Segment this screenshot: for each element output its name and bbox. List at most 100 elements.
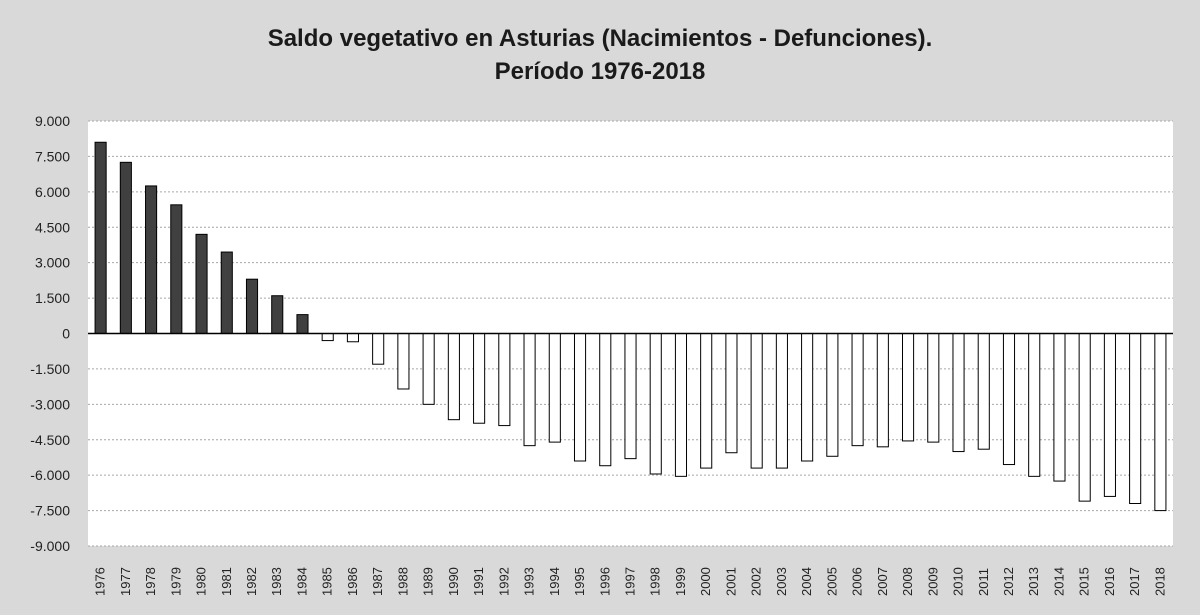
chart-title-block: Saldo vegetativo en Asturias (Nacimiento…	[0, 22, 1200, 88]
y-tick-label: 7.500	[35, 148, 70, 164]
x-tick-label: 1998	[648, 567, 663, 596]
bar-2008	[902, 333, 915, 442]
bar-2011	[977, 333, 990, 450]
bar-1979	[170, 204, 183, 334]
x-tick-label: 2017	[1127, 567, 1142, 596]
y-tick-label: -3.000	[30, 396, 70, 412]
bar-1988	[397, 333, 410, 390]
bar-2012	[1002, 333, 1016, 466]
bar-1997	[624, 333, 637, 460]
bar-2007	[876, 333, 889, 448]
x-tick-label: 1992	[496, 567, 511, 596]
x-axis-ticks: 1976 1977 1978 1979 1980 1981 1982 1983 1984 1985…	[93, 567, 1168, 596]
x-tick-label: 1994	[547, 567, 562, 596]
x-tick-label: 1988	[395, 567, 410, 596]
bar-2005	[826, 333, 839, 457]
bar-1995	[573, 333, 587, 462]
bar-2015	[1078, 333, 1091, 502]
x-tick-label: 2000	[698, 567, 713, 596]
x-tick-label: 1993	[522, 567, 537, 596]
x-tick-label: 2011	[976, 568, 991, 596]
bar-1992	[498, 333, 511, 427]
y-tick-label: -7.500	[30, 503, 70, 519]
bar-2009	[927, 333, 940, 443]
y-tick-label: -1.500	[30, 361, 70, 377]
x-tick-label: 2006	[850, 567, 865, 596]
bar-1998	[649, 333, 662, 475]
x-tick-label: 2010	[951, 567, 966, 596]
x-tick-label: 2005	[824, 567, 839, 596]
x-tick-label: 1984	[294, 567, 309, 596]
y-tick-label: 0	[62, 326, 70, 342]
bar-2013	[1028, 333, 1041, 477]
bar-1984	[296, 314, 309, 335]
bar-2002	[750, 333, 763, 469]
x-tick-label: 1983	[269, 567, 284, 596]
x-tick-label: 2009	[925, 567, 940, 596]
chart-title: Saldo vegetativo en Asturias (Nacimiento…	[267, 25, 933, 52]
x-tick-label: 1981	[219, 567, 234, 596]
bar-2003	[775, 333, 788, 469]
bar-2006	[851, 333, 864, 447]
x-tick-label: 1982	[244, 567, 259, 596]
x-tick-label: 2008	[900, 567, 915, 596]
bar-1994	[548, 333, 561, 443]
y-axis-ticks: 9.000 7.500 6.000 4.500 3.000 1.500 0 -1.500 -3.…	[30, 113, 70, 554]
bar-2000	[700, 333, 713, 469]
bars	[94, 141, 1167, 512]
bar-1993	[523, 333, 536, 447]
x-tick-label: 1995	[572, 567, 587, 596]
x-tick-label: 2002	[749, 567, 764, 596]
bar-2018	[1154, 333, 1167, 512]
bar-2001	[725, 333, 738, 454]
bar-1980	[195, 233, 208, 334]
y-tick-label: 1.500	[35, 290, 70, 306]
bar-1987	[372, 333, 385, 365]
bar-1977	[119, 161, 132, 334]
x-tick-label: 1997	[623, 567, 638, 596]
x-tick-label: 2014	[1051, 567, 1066, 596]
x-tick-label: 1980	[194, 567, 209, 596]
x-tick-label: 2003	[774, 567, 789, 596]
y-tick-label: -4.500	[30, 432, 70, 448]
x-tick-label: 1989	[421, 567, 436, 596]
x-tick-label: 1979	[168, 567, 183, 596]
x-tick-label: 2004	[799, 567, 814, 596]
bar-1985	[321, 333, 334, 342]
x-tick-label: 1996	[597, 567, 612, 596]
x-tick-label: 2015	[1077, 567, 1092, 596]
chart-subtitle: Período 1976-2018	[494, 58, 706, 85]
x-tick-label: 2018	[1152, 567, 1167, 596]
bar-1990	[447, 333, 460, 421]
x-tick-label: 1977	[118, 567, 133, 596]
x-tick-label: 1985	[320, 567, 335, 596]
x-tick-label: 2007	[875, 567, 890, 596]
x-tick-label: 2016	[1102, 567, 1117, 596]
x-tick-label: 1999	[673, 567, 688, 596]
x-tick-label: 1990	[446, 567, 461, 596]
bar-2004	[801, 333, 814, 462]
bar-1978	[145, 185, 158, 334]
x-tick-label: 1976	[93, 567, 108, 596]
x-tick-label: 1987	[370, 567, 385, 596]
bar-1981	[220, 251, 233, 335]
bar-2014	[1053, 333, 1066, 482]
y-tick-label: 4.500	[35, 219, 70, 235]
bar-1989	[422, 333, 435, 405]
bar-1986	[346, 333, 359, 343]
y-tick-label: 6.000	[35, 184, 70, 200]
x-tick-label: 1986	[345, 567, 360, 596]
bar-1982	[245, 278, 259, 335]
y-tick-label: -9.000	[30, 538, 70, 554]
x-tick-label: 2012	[1001, 567, 1016, 596]
bar-1983	[271, 295, 284, 335]
bar-2017	[1129, 333, 1142, 504]
y-tick-label: 9.000	[35, 113, 70, 129]
x-tick-label: 2013	[1026, 567, 1041, 596]
x-tick-label: 2001	[723, 567, 738, 596]
bar-1999	[674, 333, 688, 477]
bar-2010	[952, 333, 965, 453]
bar-1991	[473, 333, 486, 424]
